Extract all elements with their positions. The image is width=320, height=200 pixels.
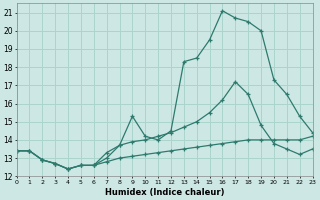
X-axis label: Humidex (Indice chaleur): Humidex (Indice chaleur) (105, 188, 224, 197)
